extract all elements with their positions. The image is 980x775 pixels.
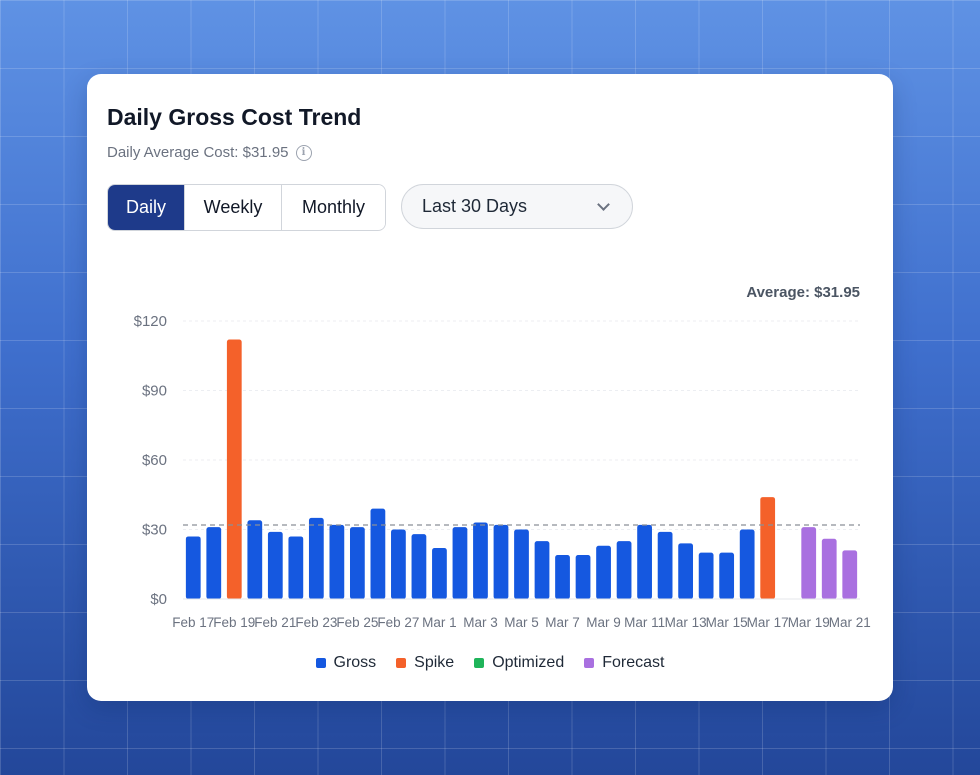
bar-forecast: [801, 527, 817, 599]
tab-monthly[interactable]: Monthly: [281, 185, 385, 230]
bar-gross: [247, 520, 263, 599]
period-segmented-control: Daily Weekly Monthly: [107, 184, 386, 231]
daily-average-subtitle: Daily Average Cost: $31.95 i: [107, 144, 312, 161]
bar-gross: [308, 517, 324, 599]
bar-spike: [226, 339, 242, 599]
bar-gross: [514, 529, 529, 599]
bar-gross: [596, 545, 611, 599]
bar-gross: [267, 531, 283, 599]
bar-gross: [349, 527, 365, 599]
bar-forecast: [821, 538, 837, 599]
x-tick-label: Mar 21: [829, 615, 871, 630]
x-tick-label: Mar 19: [788, 615, 830, 630]
subtitle-text: Daily Average Cost: $31.95: [107, 144, 289, 161]
bar-gross: [657, 531, 673, 599]
bar-gross: [370, 508, 386, 599]
bar-gross: [411, 534, 427, 599]
y-tick-label: $90: [142, 383, 167, 400]
y-tick-label: $60: [142, 452, 167, 469]
bar-gross: [206, 527, 222, 599]
cost-trend-card: Daily Gross Cost Trend Daily Average Cos…: [87, 74, 893, 701]
bar-gross: [678, 543, 694, 599]
average-label: Average: $31.95: [746, 284, 860, 301]
bar-gross: [288, 536, 304, 599]
tab-weekly[interactable]: Weekly: [184, 185, 281, 230]
bar-gross: [185, 536, 201, 599]
x-tick-label: Feb 27: [377, 615, 419, 630]
legend-label: Optimized: [492, 654, 565, 671]
x-tick-label: Feb 25: [336, 615, 378, 630]
bar-gross: [637, 524, 652, 599]
bar-gross: [698, 552, 714, 599]
y-tick-label: $30: [142, 522, 167, 539]
bar-gross: [719, 552, 735, 599]
x-tick-label: Feb 17: [172, 615, 214, 630]
date-range-dropdown[interactable]: Last 30 Days: [401, 184, 633, 229]
y-tick-label: $0: [150, 591, 167, 608]
chart-legend: Gross Spike Optimized Forecast: [87, 654, 893, 672]
legend-item-optimized[interactable]: Optimized: [474, 654, 564, 672]
bar-gross: [329, 524, 345, 599]
x-tick-label: Mar 7: [545, 615, 580, 630]
bar-gross: [534, 541, 550, 599]
x-tick-label: Mar 1: [422, 615, 457, 630]
info-icon[interactable]: i: [295, 144, 312, 161]
x-tick-label: Mar 11: [624, 615, 665, 630]
bar-gross: [616, 541, 632, 599]
legend-swatch: [315, 658, 326, 668]
tab-daily[interactable]: Daily: [108, 185, 184, 230]
bar-gross: [493, 524, 509, 599]
bar-gross: [391, 529, 406, 599]
legend-swatch: [584, 658, 595, 668]
bar-forecast: [842, 550, 858, 599]
bar-spike: [760, 497, 776, 599]
bar-gross: [575, 554, 591, 599]
bar-gross: [739, 529, 755, 599]
legend-item-gross[interactable]: Gross: [315, 654, 377, 672]
x-tick-label: Feb 23: [295, 615, 337, 630]
y-tick-label: $120: [134, 313, 167, 330]
bar-gross: [452, 527, 468, 599]
legend-label: Gross: [333, 654, 377, 671]
x-tick-label: Mar 15: [706, 615, 748, 630]
bar-gross: [432, 548, 447, 599]
legend-swatch: [474, 658, 485, 668]
legend-item-spike[interactable]: Spike: [396, 654, 454, 672]
bar-gross: [473, 522, 488, 599]
date-range-value: Last 30 Days: [422, 196, 528, 216]
bar-gross: [555, 554, 570, 599]
x-tick-label: Mar 5: [504, 615, 539, 630]
x-tick-label: Mar 17: [747, 615, 789, 630]
legend-item-forecast[interactable]: Forecast: [584, 654, 664, 672]
x-tick-label: Feb 21: [254, 615, 296, 630]
x-tick-label: Feb 19: [213, 615, 255, 630]
legend-swatch: [396, 658, 407, 668]
x-tick-label: Mar 9: [586, 615, 621, 630]
x-tick-label: Mar 13: [665, 615, 707, 630]
chart-title: Daily Gross Cost Trend: [107, 104, 362, 130]
legend-label: Forecast: [602, 654, 665, 671]
legend-label: Spike: [414, 654, 455, 671]
x-tick-label: Mar 3: [463, 615, 498, 630]
